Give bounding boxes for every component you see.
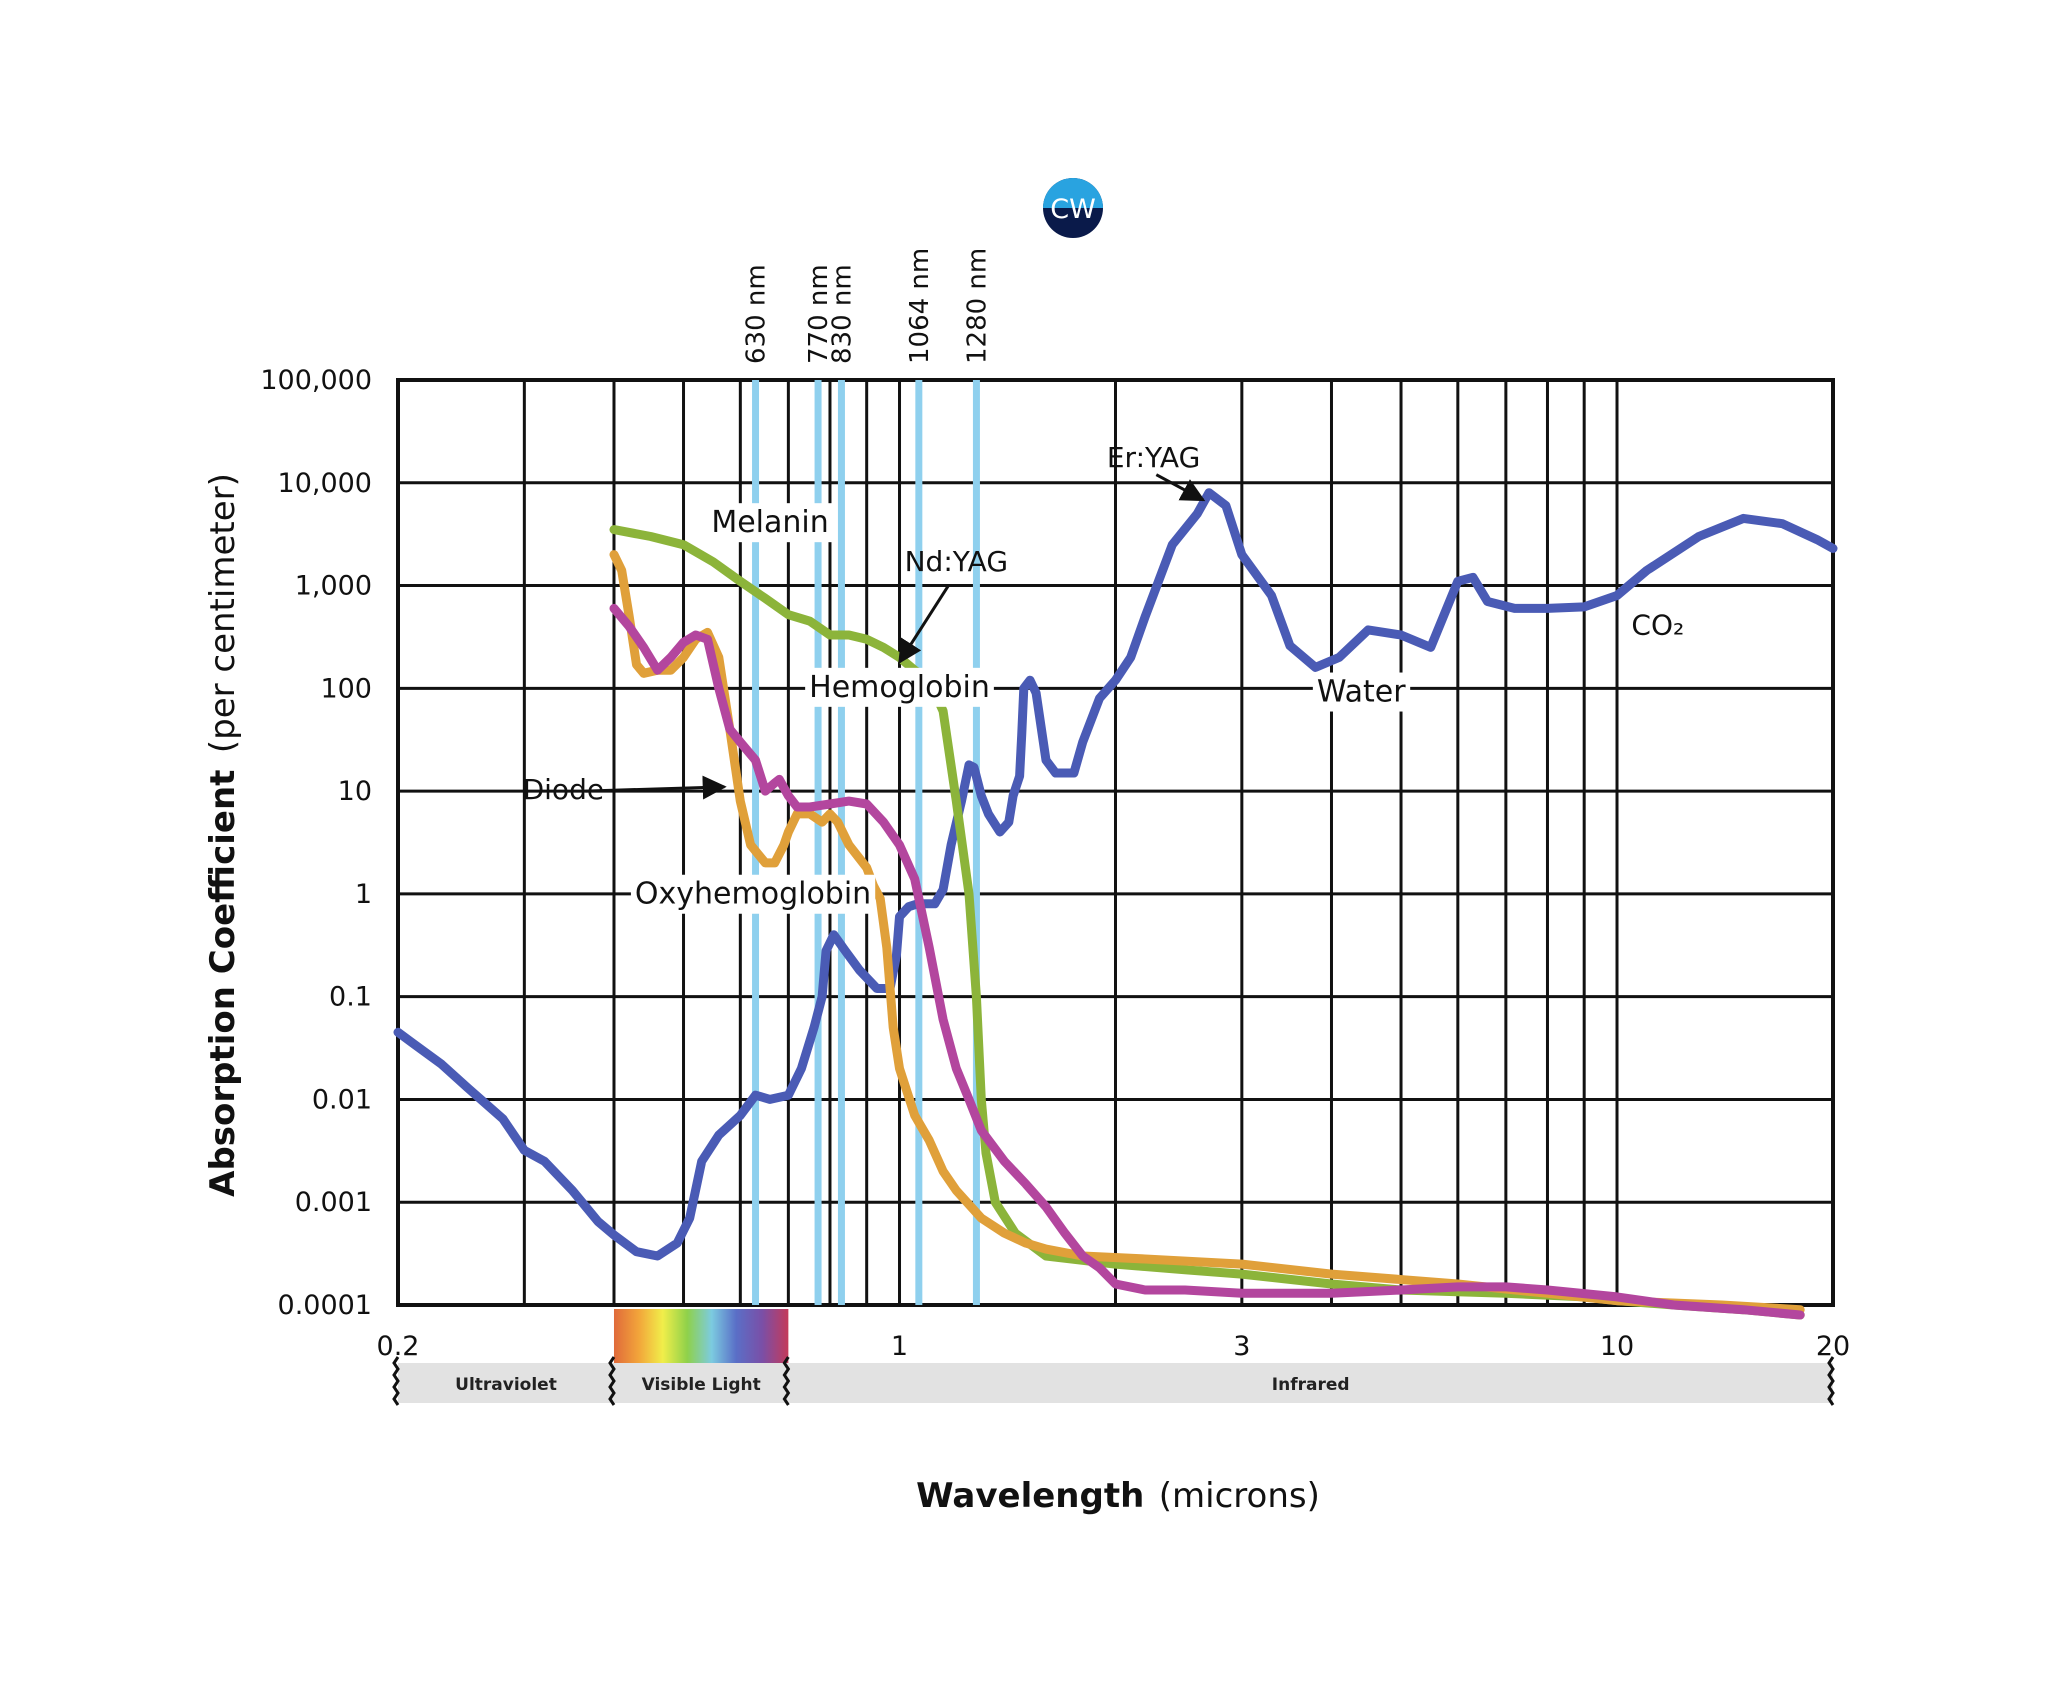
band-edge	[1827, 1356, 1835, 1406]
series-label-bg	[1312, 672, 1411, 712]
marker-label-770-nm: 770 nm	[804, 264, 834, 364]
annotation-er-yag: Er:YAG	[1107, 441, 1200, 474]
marker-label-1280-nm: 1280 nm	[962, 248, 992, 364]
logo-highlight	[1043, 178, 1103, 208]
y-tick-label: 0.0001	[278, 1290, 372, 1321]
series-line-hemoglobin	[609, 550, 1805, 1315]
band-label-ultraviolet: Ultraviolet	[455, 1375, 557, 1395]
series-lines	[393, 488, 1838, 1320]
band-label-visible-light: Visible Light	[642, 1375, 761, 1395]
annotation-arrow-er-yag	[1155, 473, 1206, 502]
band-visible-light	[613, 1363, 789, 1403]
series-label-melanin: Melanin	[711, 505, 828, 540]
x-axis-title-unit: (microns)	[1159, 1476, 1320, 1516]
series-label-bg	[805, 667, 994, 707]
y-tick-label: 0.1	[329, 982, 372, 1013]
x-axis-title: Wavelength (microns)	[916, 1476, 1320, 1516]
annotation-co: CO₂	[1631, 608, 1684, 641]
y-tick-label: 10,000	[278, 468, 372, 499]
series-label-hemoglobin: Hemoglobin	[809, 670, 990, 705]
y-axis-title: Absorption Coefficient (per centimeter)	[203, 473, 243, 1197]
marker-label-1064-nm: 1064 nm	[905, 248, 935, 364]
y-tick-label: 0.01	[312, 1084, 372, 1115]
series-label-bg	[707, 503, 833, 543]
x-tick-label: 20	[1816, 1331, 1850, 1362]
x-tick-label: 1	[891, 1331, 908, 1362]
series-labels: Melanin Hemoglobin Oxyhemoglobin Water	[630, 503, 1411, 914]
x-tick-label: 0.2	[377, 1331, 420, 1362]
y-axis-title-unit: (per centimeter)	[203, 473, 243, 753]
marker-label-830-nm: 830 nm	[827, 264, 857, 364]
x-tick-label: 10	[1600, 1331, 1634, 1362]
band-ultraviolet	[398, 1363, 614, 1403]
y-tick-label: 100	[320, 673, 372, 704]
band-infrared	[788, 1363, 1833, 1403]
marker-label-630-nm: 630 nm	[742, 264, 772, 364]
annotation-arrow-nd-yag	[898, 584, 950, 665]
y-tick-label: 1,000	[295, 571, 372, 602]
band-label-infrared: Infrared	[1272, 1375, 1350, 1395]
y-tick-label: 100,000	[260, 365, 372, 396]
plot-frame	[396, 378, 1835, 1307]
band-edge	[608, 1356, 616, 1406]
x-tick-label: 3	[1233, 1331, 1250, 1362]
y-tick-label: 1	[355, 879, 372, 910]
band-edge	[392, 1356, 400, 1406]
series-line-oxyhemoglobin	[609, 603, 1805, 1320]
series-label-bg	[630, 874, 876, 914]
series-label-oxyhemoglobin: Oxyhemoglobin	[635, 877, 871, 912]
grid	[396, 378, 1835, 1307]
y-tick-labels: 100,000 10,000 1,000 100 10 1 0.1 0.01 0.001 0.00…	[260, 365, 372, 1321]
band-edge	[782, 1356, 791, 1406]
x-tick-labels: 0.2 1 3 10 20	[377, 1331, 1851, 1362]
visible-spectrum-strip	[613, 1309, 789, 1363]
x-axis-title-bold: Wavelength	[916, 1476, 1144, 1516]
series-label-water: Water	[1317, 675, 1406, 710]
series-line-water	[393, 488, 1838, 1261]
cw-logo: CW	[1043, 178, 1103, 238]
spectrum-bands: Ultraviolet Visible Light Infrared	[392, 1309, 1835, 1406]
y-tick-label: 0.001	[295, 1187, 372, 1218]
series-line-melanin	[609, 525, 1805, 1320]
annotation-nd-yag: Nd:YAG	[905, 545, 1008, 578]
logo-text: CW	[1050, 194, 1096, 225]
y-axis-title-bold: Absorption Coefficient	[203, 770, 243, 1197]
annotation-arrow-diode	[585, 775, 727, 800]
y-tick-label: 10	[338, 776, 372, 807]
